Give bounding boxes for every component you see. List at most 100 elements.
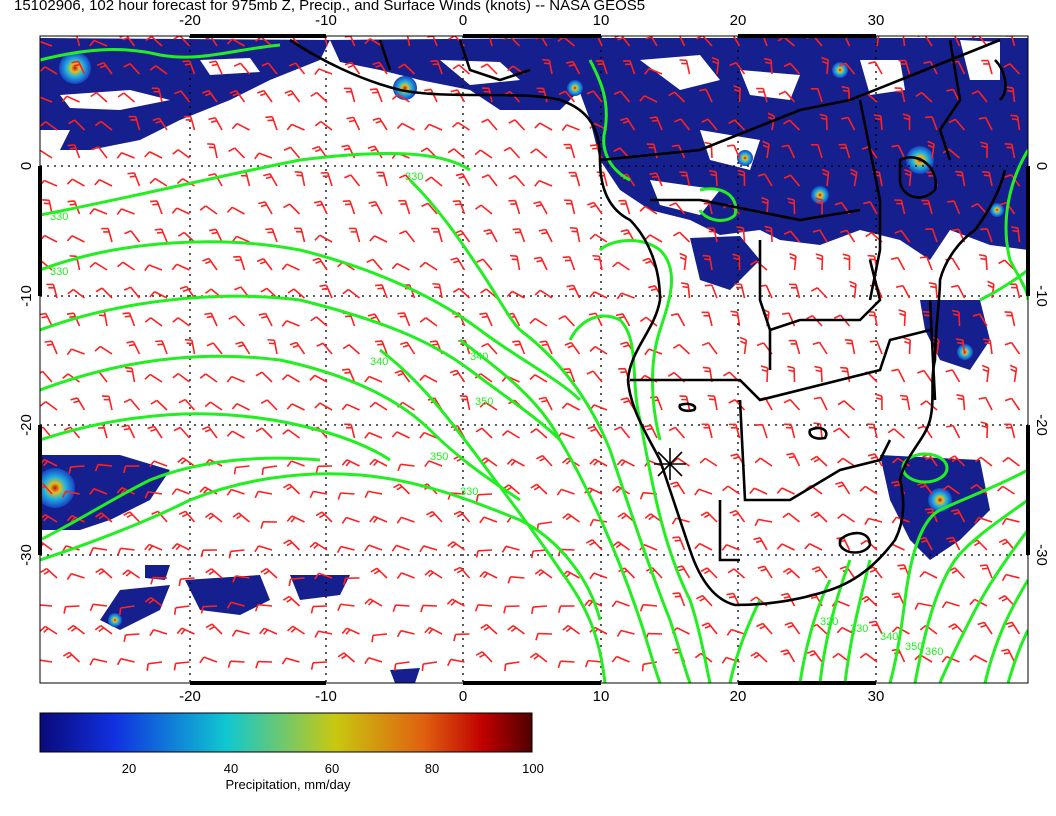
wind-barb [431,227,443,243]
wind-barb [615,312,631,327]
wind-barb [199,656,218,664]
wind-barb [346,116,361,131]
wind-barb [587,201,603,215]
wind-barb [863,201,878,215]
wind-barb [209,60,223,75]
wind-barb [821,168,830,187]
wind-barb [202,257,218,271]
wind-barb [312,257,328,271]
wind-barb [144,490,163,499]
wind-barb [562,625,580,635]
wind-barb [144,596,163,607]
wind-barb [101,395,113,411]
wind-barb [391,431,410,439]
wind-barb [315,465,333,474]
contour-label: 350 [430,451,448,463]
wind-barb [150,576,168,585]
wind-barb [396,516,415,524]
wind-barb [891,592,906,607]
wind-barb [375,284,388,299]
wind-barb [281,374,300,383]
wind-barb [730,310,741,327]
wind-barb [783,174,801,187]
wind-barb [479,570,498,579]
wind-barb [782,512,800,523]
wind-barb [40,179,58,187]
wind-barb [558,315,576,327]
wind-barb [733,85,741,103]
location-marker-icon [654,448,686,480]
wind-barb [479,516,498,524]
wind-barb [616,292,635,300]
wind-barb [536,454,553,467]
wind-barb [342,344,361,355]
wind-barb [228,549,245,559]
wind-barb [286,123,305,131]
wind-barb [314,234,333,243]
wind-barb [987,280,995,299]
wind-barb [737,169,746,187]
wind-barb [726,628,745,636]
wind-barb [258,312,273,327]
wind-barb [950,508,966,523]
lon-tick-bottom: 20 [730,688,747,705]
wind-barb [452,64,471,75]
wind-barb [998,595,1016,607]
wind-barb [734,283,746,299]
wind-barb [149,177,168,187]
wind-barb [980,228,993,243]
wind-barb [89,603,108,612]
wind-barb [374,340,388,355]
wind-barb [948,567,966,579]
wind-barb [341,459,360,467]
wind-barb [474,204,493,215]
wind-barb [40,370,53,383]
wind-barb [265,115,278,131]
wind-barb [864,517,883,525]
wind-barb [341,403,360,411]
wind-barb [183,115,196,131]
wind-barb [294,227,306,243]
wind-barb [561,124,580,131]
wind-barb [1005,621,1021,635]
wind-barb [344,61,361,75]
wind-barb [900,36,906,47]
wind-barb [121,424,136,439]
wind-barb [945,369,961,383]
wind-barb [419,261,438,271]
wind-barb [314,402,333,411]
wind-barb [452,200,466,215]
wind-barb [117,547,135,556]
wind-barb [424,626,443,635]
wind-barb [894,87,906,103]
wind-barb [787,365,796,383]
wind-barb [556,488,575,496]
wind-barb [449,369,466,383]
lon-tick-bottom: -10 [315,688,337,705]
wind-barb [40,149,53,159]
wind-barb [364,598,383,607]
wind-barb [123,511,141,523]
wind-barb [980,141,988,159]
wind-barb [364,657,383,665]
wind-barb [481,118,498,131]
wind-barb [150,200,163,215]
wind-barb [645,632,663,641]
wind-barb [172,317,190,327]
colorbar-tick: 60 [325,761,339,776]
wind-barb [483,228,498,243]
wind-barb [1004,311,1016,327]
wind-barb [364,431,383,439]
wind-barb [95,512,113,523]
wind-barb [309,490,328,499]
wind-barb [201,425,218,439]
wind-barb [154,228,168,243]
wind-barb [978,116,993,131]
wind-barb [557,660,575,669]
wind-barb [398,63,416,75]
wind-barb [205,568,223,579]
wind-barb [919,256,933,271]
wind-barb [512,340,526,355]
